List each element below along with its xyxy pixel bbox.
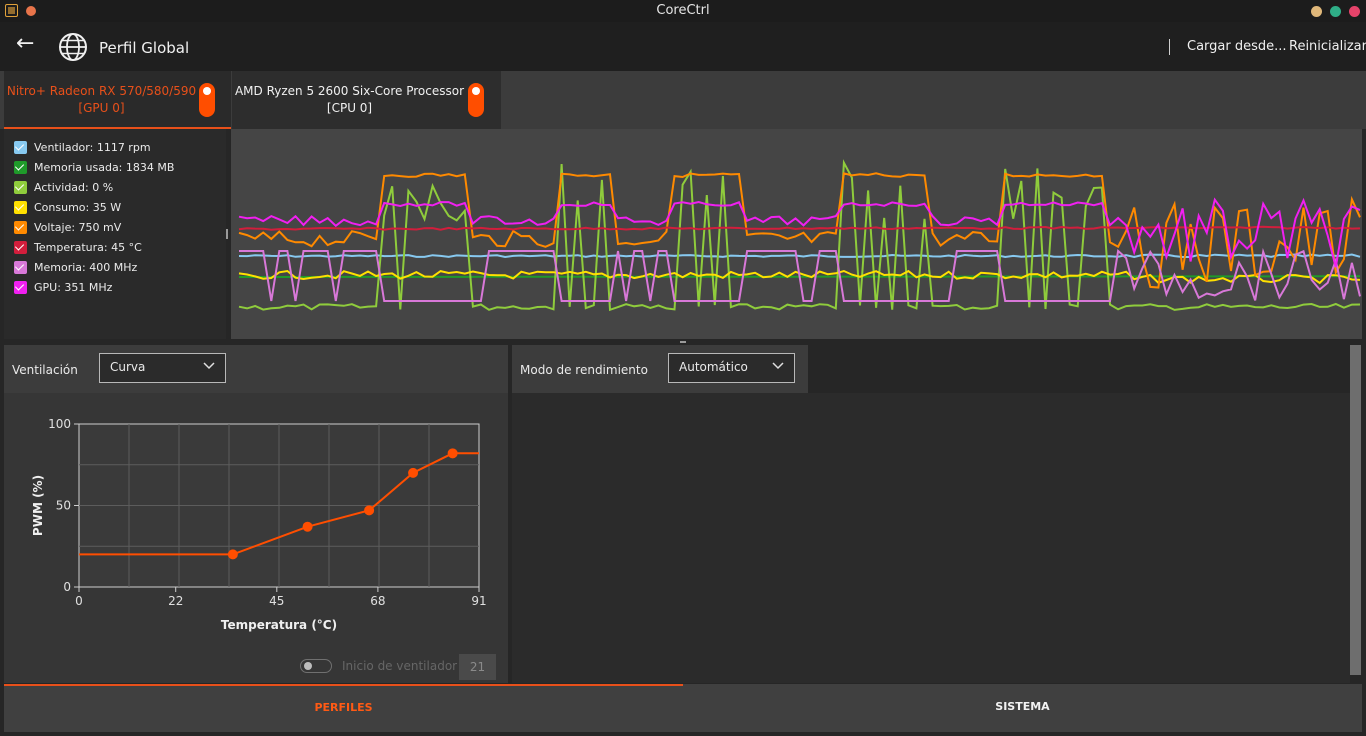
curve-point[interactable] (408, 467, 419, 478)
title-bar (0, 0, 1366, 22)
performance-mode-select[interactable]: Automático (668, 353, 795, 383)
chevron-down-icon (772, 362, 784, 370)
x-tick-label: 68 (370, 594, 385, 608)
performance-mode-value: Automático (679, 360, 748, 374)
sensor-trace (238, 197, 1361, 268)
sensor-checkbox[interactable] (14, 140, 27, 154)
curve-point[interactable] (227, 549, 238, 560)
fan-curve-chart[interactable]: 0 22 45 68 91 0 50 100 Temperatura (°C) PWM (%) (4, 393, 508, 643)
fan-controls-bar (4, 345, 508, 393)
fan-start-value-input[interactable]: 21 (459, 654, 496, 680)
curve-point[interactable] (447, 448, 458, 459)
tab-profiles[interactable]: PERFILES (4, 684, 683, 732)
sensor-legend-item[interactable]: Actividad: 0 % (14, 179, 113, 195)
sensor-legend-item[interactable]: Consumo: 35 W (14, 199, 121, 215)
sensor-trace (239, 247, 1361, 302)
sensor-trace (238, 225, 1361, 231)
tab-gpu[interactable]: Nitro+ Radeon RX 570/580/590 [GPU 0] (4, 71, 231, 129)
fan-mode-select[interactable]: Curva (99, 353, 226, 383)
fan-label: Ventilación (12, 363, 78, 377)
sensor-legend-item[interactable]: GPU: 351 MHz (14, 279, 112, 295)
load-from-button[interactable]: Cargar desde... (1187, 39, 1287, 54)
y-tick-label: 100 (48, 417, 71, 431)
sensor-checkbox[interactable] (14, 200, 27, 214)
fan-start-toggle[interactable] (300, 659, 332, 673)
header-separator (1169, 39, 1170, 55)
sensor-checkbox[interactable] (14, 260, 27, 274)
tab-cpu-id: [CPU 0] (326, 101, 373, 115)
gpu-enable-toggle[interactable] (199, 83, 215, 117)
curve-point[interactable] (364, 505, 375, 516)
sensor-label: GPU: 351 MHz (34, 280, 113, 294)
x-tick-label: 91 (471, 594, 486, 608)
sensor-checkbox[interactable] (14, 160, 27, 174)
sensor-legend-item[interactable]: Temperatura: 45 °C (14, 239, 142, 255)
fan-mode-value: Curva (110, 360, 146, 374)
sensor-trace (238, 172, 1361, 289)
sensor-label: Memoria usada: 1834 MB (34, 160, 175, 174)
sensor-legend-item[interactable]: Voltaje: 750 mV (14, 219, 121, 235)
tab-gpu-name: Nitro+ Radeon RX 570/580/590 (6, 84, 197, 98)
sensor-checkbox[interactable] (14, 220, 27, 234)
cpu-enable-toggle[interactable] (468, 83, 484, 117)
profile-header (0, 22, 1366, 71)
sensor-label: Actividad: 0 % (34, 180, 114, 194)
minimize-button[interactable] (1311, 6, 1322, 17)
sensor-trace (238, 253, 1361, 259)
sensor-label: Consumo: 35 W (34, 200, 122, 214)
maximize-button[interactable] (1330, 6, 1341, 17)
sensor-legend-item[interactable]: Memoria usada: 1834 MB (14, 159, 174, 175)
vertical-scrollbar[interactable] (1350, 345, 1361, 675)
globe-icon (59, 33, 87, 61)
tab-cpu[interactable]: AMD Ryzen 5 2600 Six-Core Processor [CPU… (232, 71, 501, 129)
y-tick-label: 50 (56, 499, 71, 513)
y-axis-label: PWM (%) (31, 475, 45, 536)
x-tick-label: 22 (168, 594, 183, 608)
sensor-legend-item[interactable]: Ventilador: 1117 rpm (14, 139, 151, 155)
window-title: CoreCtrl (656, 3, 710, 18)
performance-panel (512, 393, 1350, 683)
horizontal-split-handle[interactable] (680, 341, 686, 343)
performance-label: Modo de rendimiento (520, 363, 648, 377)
chevron-down-icon (203, 362, 215, 370)
profile-title: Perfil Global (99, 39, 190, 57)
sensor-label: Ventilador: 1117 rpm (34, 140, 151, 154)
x-axis-label: Temperatura (°C) (221, 618, 337, 632)
split-handle[interactable] (226, 229, 228, 239)
window-menu-button[interactable] (26, 6, 36, 16)
sensor-legend-item[interactable]: Memoria: 400 MHz (14, 259, 137, 275)
sensor-legend (4, 129, 226, 339)
x-tick-label: 0 (75, 594, 83, 608)
tab-gpu-id: [GPU 0] (78, 101, 125, 115)
curve-point[interactable] (302, 521, 313, 532)
tab-system[interactable]: SISTEMA (995, 700, 1050, 713)
sensor-checkbox[interactable] (14, 180, 27, 194)
sensor-label: Temperatura: 45 °C (34, 240, 142, 254)
sensor-checkbox[interactable] (14, 240, 27, 254)
x-tick-label: 45 (269, 594, 284, 608)
sensor-graph (231, 129, 1362, 339)
y-tick-label: 0 (63, 580, 71, 594)
app-icon (5, 4, 18, 17)
sensor-label: Voltaje: 750 mV (34, 220, 122, 234)
back-arrow-icon[interactable]: ← (16, 31, 35, 56)
close-button[interactable] (1349, 6, 1360, 17)
fan-start-label: Inicio de ventilador (342, 659, 458, 673)
reset-button[interactable]: Reinicializar (1289, 39, 1366, 54)
tab-cpu-name: AMD Ryzen 5 2600 Six-Core Processor (234, 84, 465, 98)
sensor-trace (238, 159, 1361, 312)
sensor-checkbox[interactable] (14, 280, 27, 294)
sensor-label: Memoria: 400 MHz (34, 260, 138, 274)
bottom-navigation (4, 684, 1362, 732)
